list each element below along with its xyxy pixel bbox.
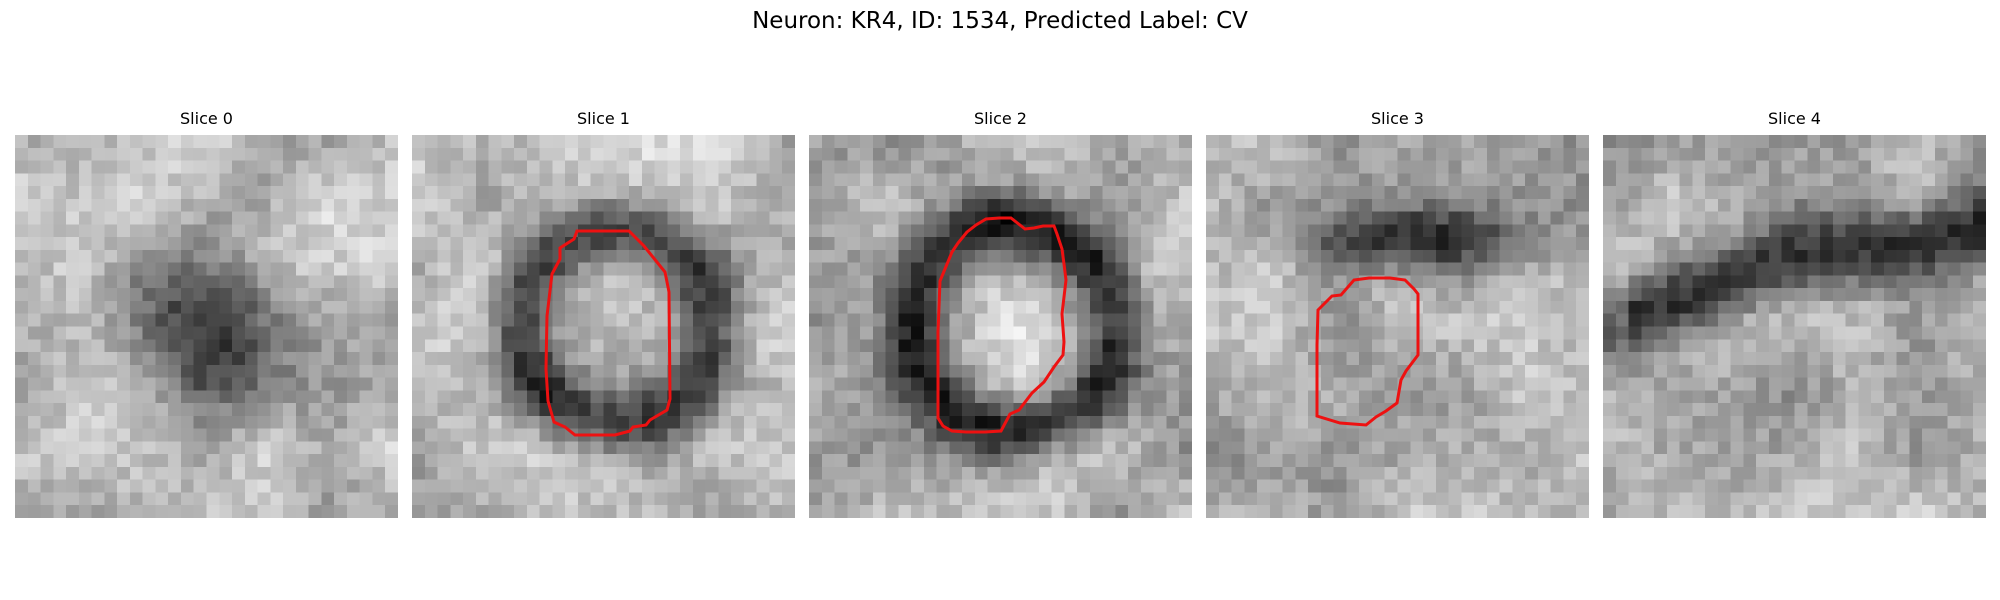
slice-panel-4: Slice 4 bbox=[1603, 108, 1986, 518]
slice-title: Slice 2 bbox=[974, 109, 1027, 128]
segmentation-outline bbox=[936, 216, 1068, 434]
slice-image bbox=[1206, 135, 1589, 518]
slice-image bbox=[809, 135, 1192, 518]
slice-panel-1: Slice 1 bbox=[412, 108, 795, 518]
slice-title: Slice 0 bbox=[180, 109, 233, 128]
slice-image bbox=[412, 135, 795, 518]
slice-image bbox=[15, 135, 398, 518]
slice-panel-2: Slice 2 bbox=[809, 108, 1192, 518]
outline-shape bbox=[544, 229, 672, 437]
segmentation-outline bbox=[1315, 276, 1420, 427]
segmentation-outline bbox=[544, 229, 672, 437]
slice-panel-3: Slice 3 bbox=[1206, 108, 1589, 518]
slice-image bbox=[1603, 135, 1986, 518]
figure-title: Neuron: KR4, ID: 1534, Predicted Label: … bbox=[752, 8, 1248, 34]
slice-panel-0: Slice 0 bbox=[15, 108, 398, 518]
slice-title: Slice 4 bbox=[1768, 109, 1821, 128]
slice-title: Slice 3 bbox=[1371, 109, 1424, 128]
outline-shape bbox=[1315, 276, 1420, 427]
outline-shape bbox=[936, 216, 1068, 434]
slice-title: Slice 1 bbox=[577, 109, 630, 128]
